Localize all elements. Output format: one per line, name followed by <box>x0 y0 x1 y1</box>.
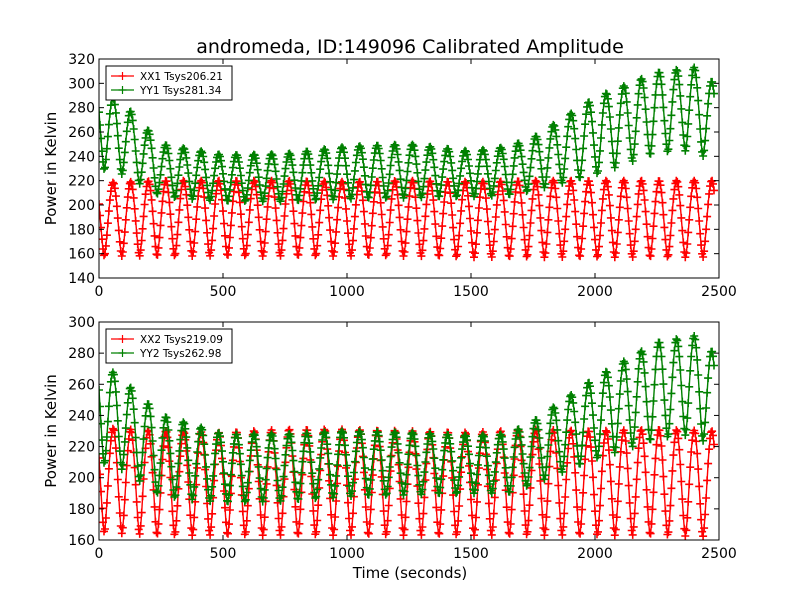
figure-title: andromeda, ID:149096 Calibrated Amplitud… <box>196 36 624 58</box>
legend-marker-sample <box>118 86 127 94</box>
y-axis-label: Power in Kelvin <box>42 374 60 488</box>
x-tick-label: 1500 <box>453 284 489 300</box>
bottom-panel-amplitude-plot: 0 500 1000 1500 2000 2500 160 180 200 220 240 260 28… <box>42 315 737 562</box>
legend-label: XX1 Tsys206.21 <box>140 71 223 83</box>
legend: XX2 Tsys219.09 YY2 Tsys262.98 <box>105 328 233 364</box>
y-tick-label: 240 <box>68 408 95 424</box>
legend-marker-sample <box>118 349 127 357</box>
y-tick-label: 220 <box>68 440 95 456</box>
y-tick-label: 180 <box>68 222 95 238</box>
legend-box <box>105 65 233 101</box>
x-tick-label: 0 <box>95 284 104 300</box>
x-tick-label: 2500 <box>701 546 737 562</box>
series-0-0-group <box>99 176 718 262</box>
x-tick-label: 0 <box>95 546 104 562</box>
axes-frame <box>98 321 720 541</box>
x-axis-label: Time (seconds) <box>352 564 468 582</box>
x-tick-label: 1500 <box>453 546 489 562</box>
x-tick-label: 2000 <box>577 546 613 562</box>
y-tick-label: 160 <box>68 533 95 549</box>
y-tick-label: 280 <box>68 101 95 117</box>
y-tick-label: 240 <box>68 149 95 165</box>
y-tick-label: 180 <box>68 502 95 518</box>
series-1-1-line <box>99 333 715 504</box>
series-0-0-line <box>99 179 715 259</box>
x-tick-label: 1000 <box>329 284 365 300</box>
y-tick-label: 220 <box>68 174 95 190</box>
legend-label: XX2 Tsys219.09 <box>140 334 223 346</box>
y-tick-label: 140 <box>68 271 95 287</box>
y-tick-label: 200 <box>68 198 95 214</box>
series-1-0-group <box>99 424 718 540</box>
y-tick-label: 300 <box>68 76 95 92</box>
legend-marker-sample <box>118 335 127 343</box>
legend-label: YY2 Tsys262.98 <box>139 348 221 360</box>
legend-box <box>105 328 233 364</box>
legend-label: YY1 Tsys281.34 <box>139 85 222 97</box>
x-tick-label: 2500 <box>701 284 737 300</box>
axes-frame <box>98 58 720 279</box>
y-tick-label: 160 <box>68 247 95 263</box>
x-tick-label: 2000 <box>577 284 613 300</box>
x-tick-label: 500 <box>210 546 237 562</box>
y-tick-label: 260 <box>68 125 95 141</box>
legend-marker-sample <box>118 72 127 80</box>
y-tick-label: 260 <box>68 377 95 393</box>
y-tick-label: 320 <box>68 52 95 68</box>
series-1-1-group <box>99 332 718 506</box>
y-tick-label: 200 <box>68 471 95 487</box>
series-0-1-group <box>99 63 718 206</box>
top-panel-amplitude-plot: 0 500 1000 1500 2000 2500 140 160 180 200 220 240 26… <box>42 52 737 300</box>
x-tick-label: 1000 <box>329 546 365 562</box>
y-tick-label: 300 <box>68 315 95 331</box>
series-0-1-line <box>99 65 715 204</box>
y-tick-label: 280 <box>68 346 95 362</box>
legend: XX1 Tsys206.21 YY1 Tsys281.34 <box>105 65 233 101</box>
x-tick-label: 500 <box>210 284 237 300</box>
y-axis-label: Power in Kelvin <box>42 112 60 226</box>
